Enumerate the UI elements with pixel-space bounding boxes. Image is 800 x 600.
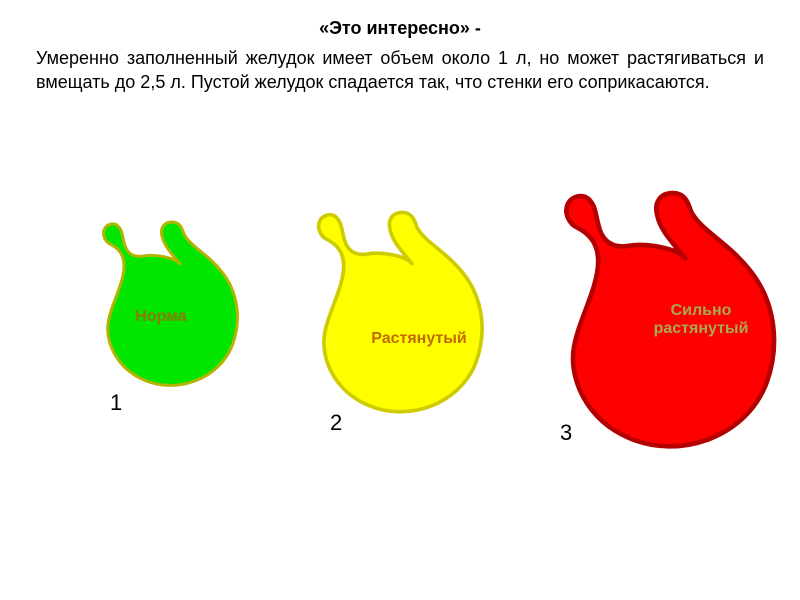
stomach-diagram: Норма1Растянутый2Сильнорастянутый3 — [0, 190, 800, 450]
title: «Это интересно» - — [0, 18, 800, 39]
stomach-number-stretched: 2 — [330, 410, 342, 436]
stomach-shape-stretched: Растянутый — [290, 210, 497, 430]
body-text: Умеренно заполненный желудок имеет объем… — [36, 46, 764, 95]
stomach-number-very_stretched: 3 — [560, 420, 572, 446]
stomach-number-normal: 1 — [110, 390, 122, 416]
stomach-shape-normal: Норма — [80, 220, 250, 400]
